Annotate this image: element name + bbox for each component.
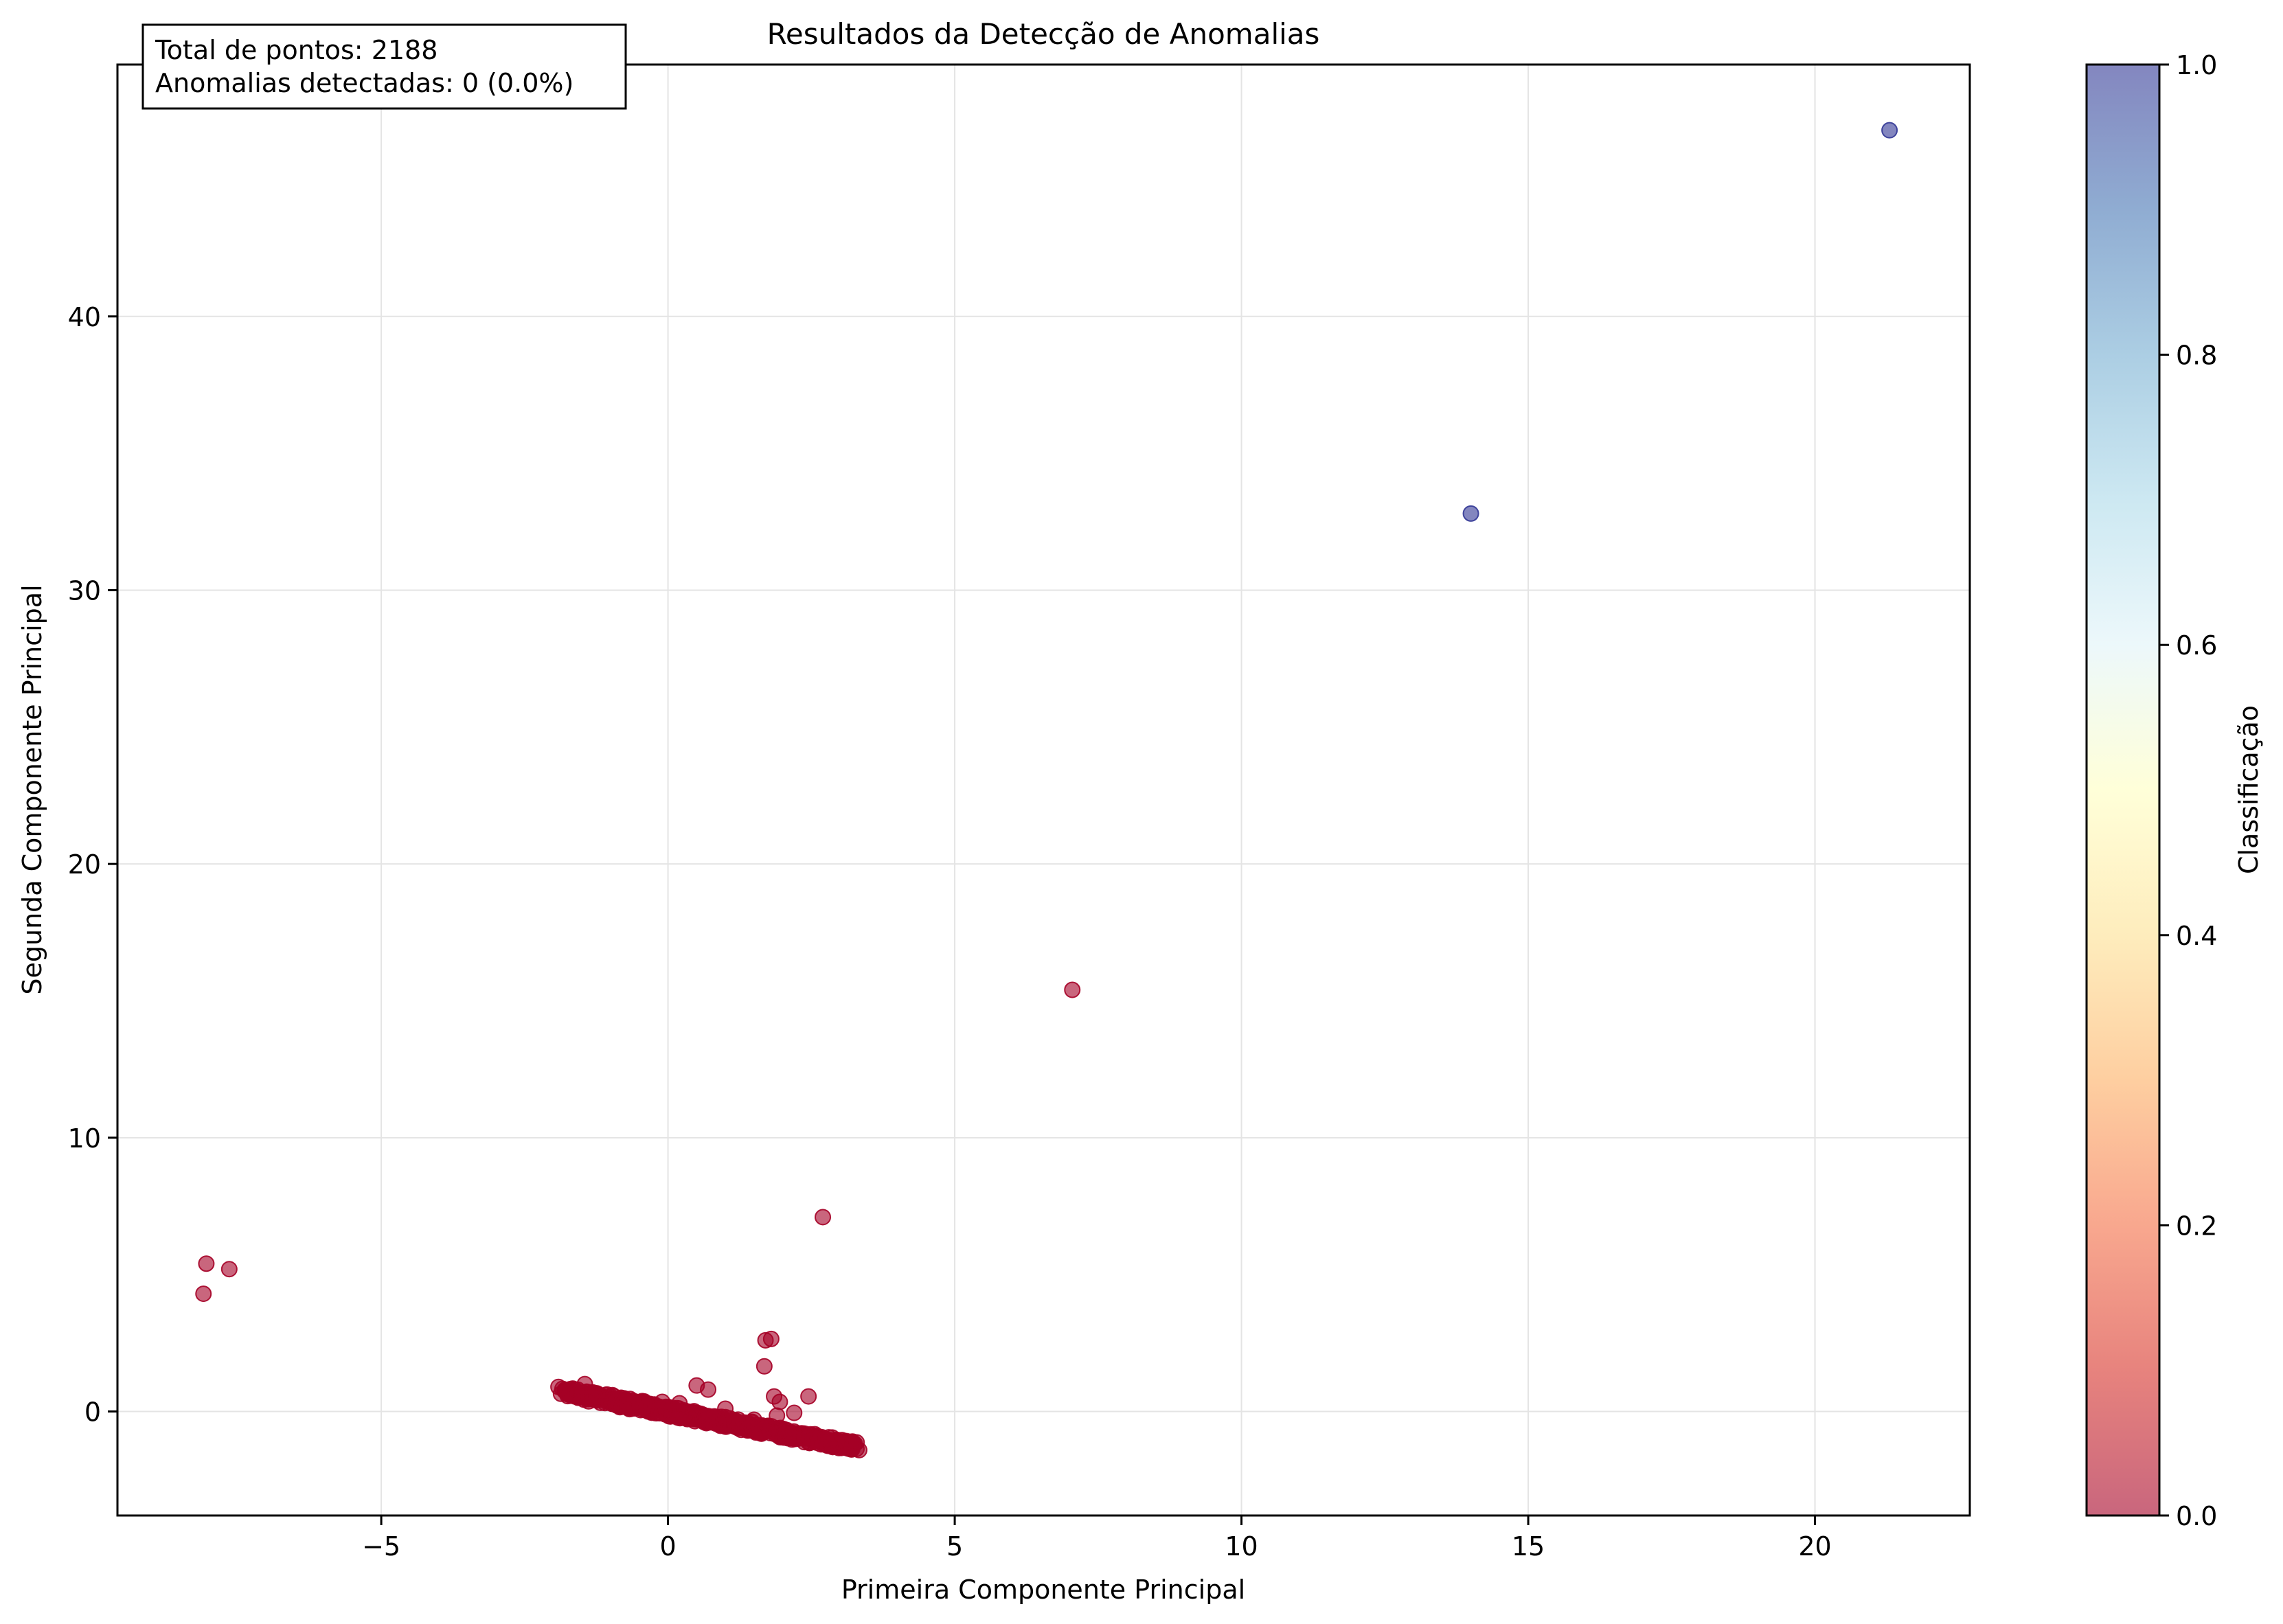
x-tick-label: 0 xyxy=(659,1531,676,1562)
x-axis-ticks: −5 0 5 10 15 20 xyxy=(362,1516,1832,1562)
colorbar: 0.0 0.2 0.4 0.6 0.8 1.0 Classificação xyxy=(2085,50,2264,1531)
colorbar-tick-label: 0.2 xyxy=(2176,1211,2217,1241)
y-tick-label: 0 xyxy=(84,1397,101,1428)
data-point xyxy=(800,1388,817,1405)
data-point xyxy=(817,1430,834,1448)
colorbar-ticks: 0.0 0.2 0.4 0.6 0.8 1.0 xyxy=(2159,50,2217,1531)
colorbar-label: Classificação xyxy=(2234,705,2264,874)
annotation-box: Total de pontos: 2188 Anomalias detectad… xyxy=(141,23,627,110)
data-point xyxy=(576,1375,593,1393)
x-tick-label: −5 xyxy=(362,1531,400,1562)
data-point xyxy=(771,1393,788,1410)
y-axis-label: Segunda Componente Principal xyxy=(17,584,47,994)
data-point xyxy=(745,1411,762,1428)
colorbar-tick-label: 0.4 xyxy=(2176,921,2217,951)
data-point xyxy=(198,1255,215,1272)
data-point xyxy=(700,1381,717,1398)
colorbar-tick-label: 1.0 xyxy=(2176,50,2217,80)
x-axis-label: Primeira Componente Principal xyxy=(841,1575,1245,1605)
data-point xyxy=(1881,122,1898,139)
data-point xyxy=(815,1209,832,1226)
data-point xyxy=(769,1407,786,1424)
data-point xyxy=(1462,505,1479,522)
grid xyxy=(117,65,1970,1516)
colorbar-tick-label: 0.8 xyxy=(2176,341,2217,371)
data-point xyxy=(756,1358,773,1375)
x-tick-label: 5 xyxy=(946,1531,963,1562)
y-tick-label: 10 xyxy=(68,1123,101,1154)
y-tick-label: 30 xyxy=(68,575,101,606)
colorbar-tick-label: 0.0 xyxy=(2176,1501,2217,1531)
annotation-line-anomalies: Anomalias detectadas: 0 (0.0%) xyxy=(155,68,573,98)
annotation-line-total: Total de pontos: 2188 xyxy=(155,35,438,65)
data-point xyxy=(848,1434,865,1451)
data-point xyxy=(195,1285,212,1303)
chart-title: Resultados da Detecção de Anomalias xyxy=(767,17,1320,51)
data-point xyxy=(671,1395,688,1412)
x-tick-label: 10 xyxy=(1225,1531,1258,1562)
colorbar-frame xyxy=(2085,63,2161,1517)
data-point xyxy=(717,1400,734,1417)
data-point xyxy=(1064,981,1081,998)
colorbar-tick-label: 0.6 xyxy=(2176,630,2217,661)
plot-frame xyxy=(116,63,1971,1517)
data-point xyxy=(786,1404,803,1421)
annotation-frame xyxy=(141,23,627,110)
x-tick-label: 15 xyxy=(1512,1531,1545,1562)
data-point xyxy=(220,1261,238,1278)
data-point xyxy=(654,1393,671,1410)
x-tick-label: 20 xyxy=(1798,1531,1831,1562)
y-axis-ticks: 0 10 20 30 40 xyxy=(68,302,117,1428)
colorbar-gradient xyxy=(2087,65,2159,1516)
y-tick-label: 20 xyxy=(68,849,101,880)
y-tick-label: 40 xyxy=(68,302,101,332)
data-point xyxy=(762,1330,780,1347)
data-points xyxy=(195,122,1898,1459)
